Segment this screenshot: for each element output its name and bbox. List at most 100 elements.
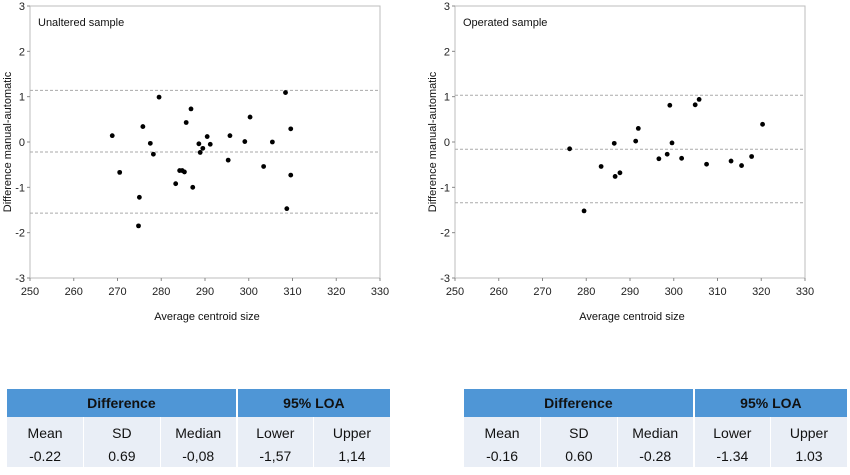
value-median: -0,08 <box>160 444 238 467</box>
x-tick-label: 270 <box>533 286 551 298</box>
data-point-17 <box>200 145 206 151</box>
label-lower: Lower <box>693 417 771 444</box>
data-point-11 <box>669 140 675 146</box>
data-point-4 <box>140 124 146 129</box>
data-point-11 <box>182 169 187 175</box>
data-point-26 <box>283 90 288 95</box>
x-axis-label: Average centroid size <box>579 311 685 323</box>
data-point-24 <box>261 164 267 169</box>
data-point-19 <box>207 141 213 147</box>
value-upper: 1.03 <box>770 444 847 467</box>
value-mean: -0.16 <box>464 444 542 467</box>
label-mean: Mean <box>464 417 542 444</box>
y-axis-label: Difference manual-automatic <box>427 71 439 212</box>
header-loa: 95% LOA <box>236 389 390 417</box>
data-point-23 <box>247 114 253 120</box>
data-point-2 <box>598 164 604 169</box>
value-lower: -1,57 <box>236 444 314 467</box>
data-point-7 <box>635 125 641 131</box>
x-tick-label: 260 <box>65 286 83 298</box>
stats-label-row: Mean SD Median Lower Upper <box>7 417 390 444</box>
stats-label-row: Mean SD Median Lower Upper <box>464 417 847 444</box>
label-lower: Lower <box>236 417 314 444</box>
y-tick-label: 2 <box>19 46 25 58</box>
y-axis-label: Difference manual-automatic <box>2 71 14 212</box>
x-axis-label: Average centroid size <box>154 311 260 323</box>
data-point-12 <box>679 155 685 161</box>
x-tick-label: 290 <box>196 286 214 298</box>
x-tick-label: 310 <box>708 286 726 298</box>
data-point-1 <box>117 169 123 175</box>
data-point-9 <box>664 151 670 157</box>
chart-unaltered: 3 2 1 0 -1 -2 -3 250 260 270 280 290 300 310 320 330 Una… <box>0 0 420 340</box>
plot-frame <box>29 5 381 279</box>
chart-title: Unaltered sample <box>38 17 124 29</box>
value-upper: 1,14 <box>313 444 390 467</box>
y-tick-label: -2 <box>15 228 25 240</box>
label-upper: Upper <box>313 417 390 444</box>
data-point-1 <box>581 208 587 214</box>
chart-title: Operated sample <box>463 17 547 29</box>
label-median: Median <box>617 417 695 444</box>
y-tick-label: 1 <box>19 92 25 104</box>
header-difference: Difference <box>464 389 695 417</box>
data-point-20 <box>225 157 231 163</box>
data-point-15 <box>196 141 202 147</box>
data-point-10 <box>667 102 673 108</box>
label-mean: Mean <box>7 417 85 444</box>
data-point-12 <box>183 120 189 125</box>
data-point-19 <box>760 121 765 127</box>
stats-header-row: Difference 95% LOA <box>464 389 847 417</box>
y-tick-label: -1 <box>440 182 450 194</box>
y-tick-label: 0 <box>444 137 450 149</box>
y-tick-label: -1 <box>15 182 25 194</box>
data-point-14 <box>190 184 196 190</box>
x-tick-label: 310 <box>283 286 301 298</box>
x-tick-label: 300 <box>665 286 683 298</box>
data-point-17 <box>739 163 744 168</box>
data-point-3 <box>611 140 617 146</box>
value-lower: -1.34 <box>693 444 771 467</box>
stats-value-row: -0.16 0.60 -0.28 -1.34 1.03 <box>464 444 847 467</box>
data-point-0 <box>109 133 115 139</box>
data-point-0 <box>567 146 573 152</box>
data-point-4 <box>612 174 618 179</box>
data-point-13 <box>692 102 698 108</box>
data-point-16 <box>197 150 203 155</box>
data-point-13 <box>188 106 194 112</box>
value-sd: 0.69 <box>83 444 161 467</box>
data-point-18 <box>749 154 755 159</box>
x-tick-label: 330 <box>371 286 389 298</box>
plot-frame <box>454 5 806 279</box>
x-tick-label: 260 <box>490 286 508 298</box>
data-point-18 <box>204 134 210 139</box>
y-tick-label: 2 <box>444 46 450 58</box>
x-tick-label: 300 <box>240 286 258 298</box>
data-point-14 <box>696 96 702 102</box>
data-point-22 <box>242 139 248 144</box>
y-tick-label: 3 <box>19 1 25 13</box>
data-point-16 <box>728 158 734 164</box>
header-loa: 95% LOA <box>693 389 847 417</box>
data-point-6 <box>633 138 639 144</box>
y-tick-label: 1 <box>444 92 450 104</box>
data-point-25 <box>269 139 275 145</box>
data-point-7 <box>156 94 162 100</box>
data-point-8 <box>173 181 179 187</box>
x-tick-label: 330 <box>796 286 814 298</box>
data-point-5 <box>617 170 623 176</box>
stats-table-operated: Difference 95% LOA Mean SD Median Lower … <box>464 389 847 467</box>
y-tick-label: -3 <box>440 273 450 285</box>
data-point-28 <box>288 126 294 132</box>
value-sd: 0.60 <box>540 444 618 467</box>
data-point-5 <box>147 140 153 146</box>
x-tick-label: 270 <box>108 286 126 298</box>
data-point-29 <box>288 172 294 178</box>
data-point-8 <box>656 156 662 162</box>
x-tick-label: 320 <box>327 286 345 298</box>
x-tick-label: 280 <box>152 286 170 298</box>
x-tick-label: 320 <box>752 286 770 298</box>
label-upper: Upper <box>770 417 847 444</box>
label-median: Median <box>160 417 238 444</box>
